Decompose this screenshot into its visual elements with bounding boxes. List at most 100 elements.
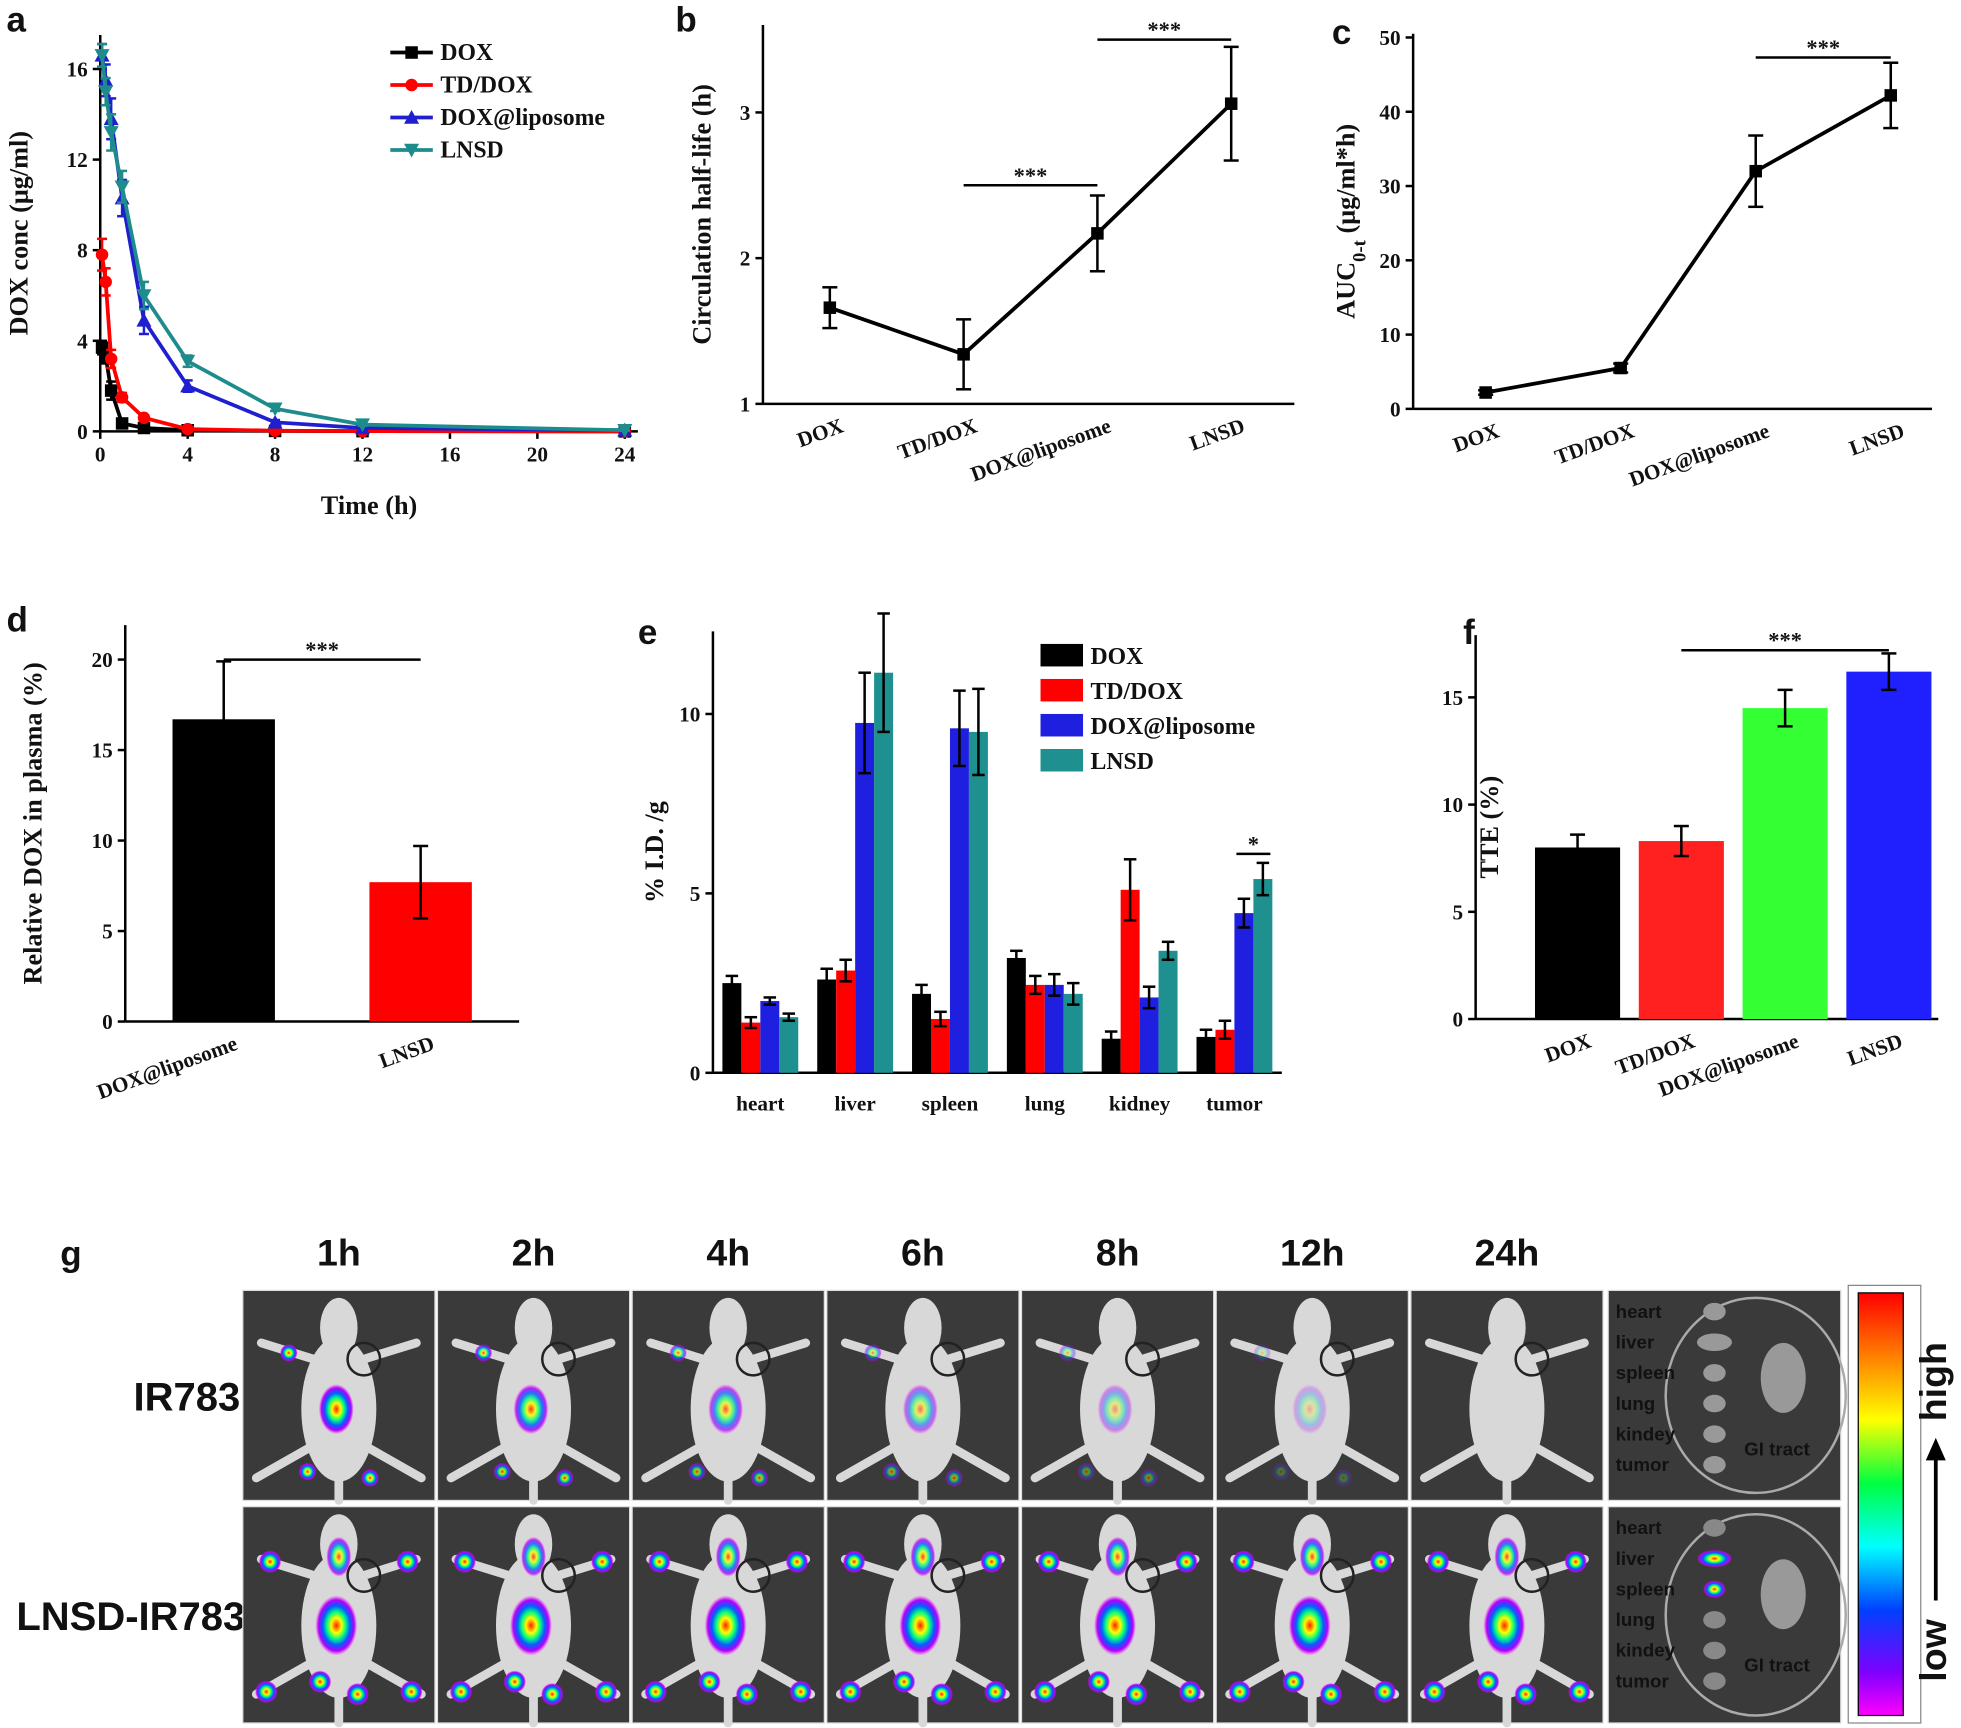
marker (114, 180, 130, 195)
marker (1224, 97, 1238, 110)
signal (1105, 1536, 1131, 1577)
y-tick-label: 10 (679, 702, 700, 726)
x-tick-label: LNSD (1846, 419, 1907, 461)
x-tick-label: 0 (95, 442, 106, 466)
y-tick-label: 15 (91, 739, 112, 763)
bar (817, 979, 837, 1073)
tumor-circle (540, 1341, 577, 1377)
signal (1228, 1680, 1251, 1703)
signal (556, 1469, 574, 1487)
y-axis-label-part: (μg/ml*h) (1331, 124, 1360, 240)
y-tick-label: 10 (91, 829, 112, 853)
bar (1742, 708, 1828, 1020)
legend-label: DOX (1091, 644, 1144, 670)
x-tick-label: 8 (270, 442, 281, 466)
organ (1703, 1611, 1726, 1629)
marker (136, 312, 152, 327)
organ (1703, 1519, 1726, 1537)
significance-label: *** (1147, 17, 1181, 42)
gi-label: GI tract (1744, 1438, 1810, 1459)
bar (1638, 841, 1724, 1020)
y-tick-label: 15 (1442, 686, 1463, 710)
signal (361, 1469, 379, 1487)
y-tick-label: 0 (1453, 1008, 1464, 1032)
marker (103, 126, 119, 140)
marker (136, 289, 152, 303)
legend-marker (404, 110, 420, 124)
signal (789, 1680, 812, 1703)
organ-label: lung (1616, 1393, 1656, 1414)
y-tick-label: 20 (1379, 249, 1400, 273)
signal (1299, 1536, 1325, 1577)
signal (1373, 1680, 1396, 1703)
organ-label: heart (1616, 1517, 1663, 1538)
scale-low: low (1912, 1618, 1954, 1681)
signal (315, 1595, 358, 1656)
x-tick-label: 24 (614, 442, 636, 466)
marker (1749, 164, 1762, 178)
bar (968, 731, 988, 1073)
marker (617, 423, 633, 438)
tumor-circle (1319, 1341, 1355, 1377)
bar (1025, 984, 1045, 1073)
signal (1334, 1469, 1353, 1487)
organ (1703, 1641, 1726, 1660)
signal (396, 1550, 419, 1573)
y-tick-label: 8 (77, 239, 88, 263)
legend-swatch (1040, 643, 1084, 667)
bar (1158, 950, 1178, 1073)
panel-letter: a (6, 0, 26, 39)
signal (892, 1670, 916, 1693)
x-axis-label: Time (h) (321, 491, 417, 520)
mouse-limbs (1420, 1554, 1594, 1728)
signal (839, 1680, 862, 1703)
signal (910, 1536, 936, 1577)
signal (669, 1344, 687, 1362)
marker (355, 418, 371, 433)
signal (308, 1670, 332, 1693)
time-label: 24h (1475, 1231, 1540, 1273)
colorbar (1857, 1292, 1904, 1717)
tumor-circle (735, 1341, 771, 1377)
legend-label: LNSD (440, 138, 503, 164)
legend-swatch (1040, 678, 1084, 702)
bar (1234, 913, 1254, 1073)
marker (98, 85, 114, 100)
significance-label: *** (1014, 163, 1048, 188)
dish (1664, 1512, 1848, 1717)
x-tick-label: lung (1025, 1091, 1066, 1115)
organ-label: lung (1616, 1609, 1656, 1630)
legend-marker (404, 143, 420, 158)
organ (1703, 1394, 1726, 1413)
signal (1483, 1595, 1526, 1656)
time-label: 12h (1280, 1231, 1345, 1273)
gi-tract (1760, 1559, 1806, 1630)
x-tick-label: heart (736, 1091, 784, 1115)
panel-letter: f (1463, 613, 1475, 652)
x-tick-label: DOX (794, 413, 847, 452)
y-axis-label: % I.D. /g (640, 801, 669, 903)
signal (1125, 1682, 1148, 1706)
y-tick-label: 0 (1390, 397, 1401, 421)
signal (258, 1550, 282, 1573)
organ-label: liver (1616, 1332, 1655, 1353)
signal (1514, 1682, 1537, 1706)
bar (1063, 993, 1083, 1073)
signal (1033, 1680, 1057, 1703)
marker (1614, 361, 1627, 375)
scale-arrowhead (1925, 1437, 1946, 1461)
bar (1044, 984, 1064, 1073)
marker (95, 248, 109, 261)
marker (267, 402, 283, 417)
tumor-circle (1125, 1341, 1161, 1377)
signal (1288, 1595, 1331, 1656)
signal (474, 1344, 493, 1362)
mouse-limbs (835, 1554, 1010, 1728)
time-label: 4h (706, 1231, 750, 1273)
signal (882, 1462, 901, 1481)
y-tick-label: 0 (102, 1010, 113, 1034)
bar (722, 983, 742, 1073)
tumor-circle (540, 1557, 577, 1593)
signal (318, 1384, 354, 1435)
